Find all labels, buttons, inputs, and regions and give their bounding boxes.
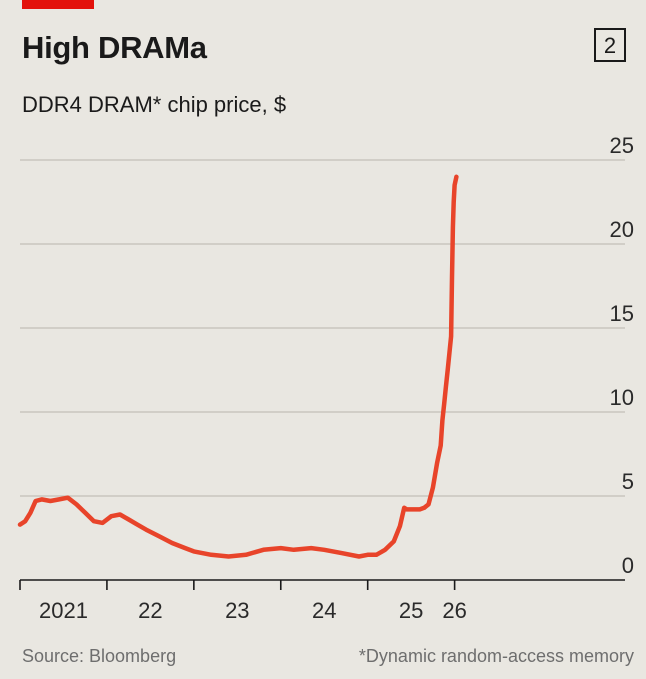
- x-tick-label: 26: [442, 598, 466, 623]
- y-tick-label: 15: [610, 301, 634, 326]
- x-tick-label: 24: [312, 598, 336, 623]
- footnote: *Dynamic random-access memory: [358, 646, 634, 666]
- y-tick-label: 10: [610, 385, 634, 410]
- x-axis: 2021 22 23 24 25 26: [19, 579, 625, 623]
- x-tick-label: 22: [138, 598, 162, 623]
- chart-title: High DRAMa: [22, 30, 207, 65]
- y-tick-label: 0: [622, 553, 634, 578]
- series-line-dram-price: [17, 174, 459, 559]
- y-tick-label: 25: [610, 133, 634, 158]
- chart-subtitle: DDR4 DRAM* chip price, $: [22, 92, 287, 117]
- line-chart: 0 5 10 15 20 25 2021 22 23 24 25 26: [17, 133, 634, 623]
- brand-red-tab: [22, 0, 94, 9]
- y-axis-labels: 0 5 10 15 20 25: [610, 133, 634, 578]
- y-tick-label: 20: [610, 217, 634, 242]
- x-tick-label: 2021: [39, 598, 88, 623]
- y-tick-label: 5: [622, 469, 634, 494]
- gridlines: [20, 159, 625, 497]
- chart-number-badge: 2: [594, 28, 626, 62]
- x-tick-label: 25: [399, 598, 423, 623]
- source-note: Source: Bloomberg: [22, 646, 177, 666]
- x-tick-label: 23: [225, 598, 249, 623]
- series-group: [17, 174, 459, 559]
